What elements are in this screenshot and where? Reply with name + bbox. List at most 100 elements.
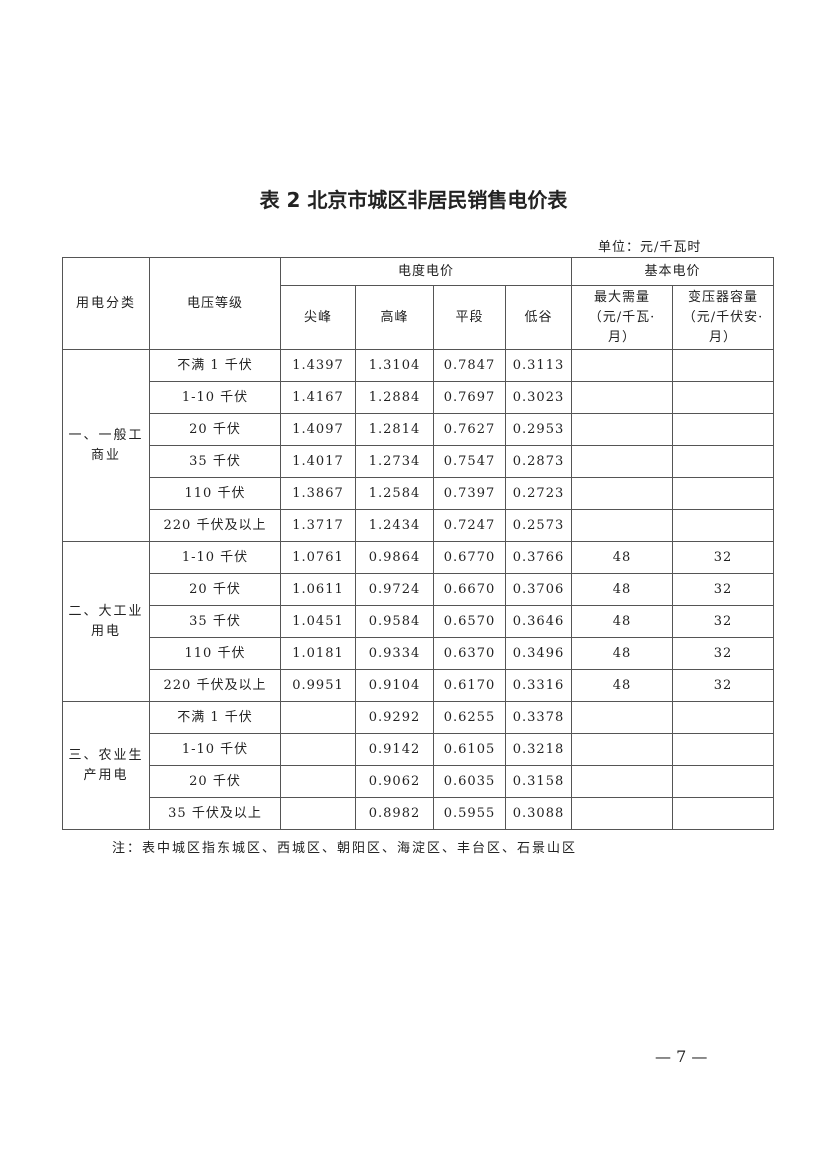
voltage-cell: 1-10 千伏 (149, 733, 281, 766)
price-cell: 0.6035 (433, 765, 506, 798)
price-cell: 0.6370 (433, 637, 506, 670)
price-cell: 0.3496 (504, 637, 573, 670)
price-cell: 0.9292 (355, 701, 434, 734)
header-peak-top: 尖峰 (280, 285, 356, 350)
price-cell: 0.3378 (504, 701, 573, 734)
header-peak: 高峰 (355, 285, 434, 350)
category-cell: 三、农业生产用电 (62, 701, 150, 830)
price-cell: 0.3646 (504, 605, 573, 638)
price-cell (571, 477, 674, 510)
price-cell: 1.2584 (355, 477, 434, 510)
table-row: 1-10 千伏 0.9142 0.6105 0.3218 (63, 733, 775, 766)
voltage-cell: 220 千伏及以上 (149, 509, 281, 542)
price-cell (672, 509, 775, 542)
price-cell: 0.7397 (433, 477, 506, 510)
price-cell: 0.3766 (504, 541, 573, 574)
price-cell: 0.9062 (355, 765, 434, 798)
price-cell (571, 413, 674, 446)
category-cell: 一、一般工商业 (62, 349, 150, 542)
price-cell (571, 381, 674, 414)
price-cell: 1.2434 (355, 509, 434, 542)
price-cell: 0.6670 (433, 573, 506, 606)
price-cell: 32 (672, 573, 775, 606)
price-cell: 48 (571, 637, 674, 670)
voltage-cell: 110 千伏 (149, 637, 281, 670)
table-row: 35 千伏及以上 0.8982 0.5955 0.3088 (63, 797, 775, 830)
price-cell: 1.3717 (280, 509, 356, 542)
price-cell: 1.4097 (280, 413, 356, 446)
voltage-cell: 35 千伏及以上 (149, 797, 281, 830)
voltage-cell: 1-10 千伏 (149, 381, 281, 414)
price-cell: 0.9334 (355, 637, 434, 670)
price-cell: 1.2734 (355, 445, 434, 478)
price-cell (571, 445, 674, 478)
price-cell: 48 (571, 573, 674, 606)
voltage-cell: 20 千伏 (149, 765, 281, 798)
price-cell (571, 765, 674, 798)
price-cell: 1.0611 (280, 573, 356, 606)
voltage-cell: 35 千伏 (149, 605, 281, 638)
table-row: 20 千伏 0.9062 0.6035 0.3158 (63, 765, 775, 798)
price-cell: 0.9724 (355, 573, 434, 606)
price-cell (672, 733, 775, 766)
header-flat: 平段 (433, 285, 506, 350)
table-row: 二、大工业用电 1-10 千伏 1.0761 0.9864 0.6770 0.3766 48… (62, 541, 775, 702)
price-cell: 1.3104 (355, 349, 434, 382)
price-cell: 32 (672, 605, 775, 638)
table-row: 220 千伏及以上 1.3717 1.2434 0.7247 0.2573 (63, 509, 775, 542)
header-valley: 低谷 (504, 285, 573, 350)
price-cell: 0.9951 (280, 669, 356, 702)
price-cell: 1.2884 (355, 381, 434, 414)
price-cell: 0.3218 (504, 733, 573, 766)
price-cell (571, 733, 674, 766)
price-cell: 0.5955 (433, 797, 506, 830)
price-cell: 0.9584 (355, 605, 434, 638)
price-cell: 1.4397 (280, 349, 356, 382)
price-cell: 0.3023 (504, 381, 573, 414)
price-cell: 0.6105 (433, 733, 506, 766)
price-cell: 0.3088 (504, 797, 573, 830)
table-row: 35 千伏 1.4017 1.2734 0.7547 0.2873 (63, 445, 775, 478)
price-cell: 0.9142 (355, 733, 434, 766)
price-cell (672, 381, 775, 414)
voltage-cell: 110 千伏 (149, 477, 281, 510)
price-cell: 0.8982 (355, 797, 434, 830)
header-category: 用电分类 (62, 257, 150, 350)
price-cell (280, 797, 356, 830)
price-cell: 0.6570 (433, 605, 506, 638)
table-row: 220 千伏及以上 0.9951 0.9104 0.6170 0.3316 48 32 (63, 669, 775, 702)
price-cell: 0.2723 (504, 477, 573, 510)
table-row: 20 千伏 1.0611 0.9724 0.6670 0.3706 48 32 (63, 573, 775, 606)
table-title: 表 2 北京市城区非居民销售电价表 (259, 188, 568, 212)
table-row: 三、农业生产用电 不满 1 千伏 0.9292 0.6255 0.3378 (62, 701, 775, 830)
price-cell: 0.2953 (504, 413, 573, 446)
price-cell: 1.2814 (355, 413, 434, 446)
price-cell (280, 765, 356, 798)
price-cell: 0.2873 (504, 445, 573, 478)
voltage-cell: 不满 1 千伏 (149, 701, 281, 734)
voltage-cell: 不满 1 千伏 (149, 349, 281, 382)
voltage-cell: 35 千伏 (149, 445, 281, 478)
price-cell (672, 765, 775, 798)
price-cell: 0.7697 (433, 381, 506, 414)
header-basic-price: 基本电价 (571, 257, 775, 286)
price-cell: 1.0451 (280, 605, 356, 638)
price-cell: 0.3706 (504, 573, 573, 606)
price-cell (672, 477, 775, 510)
table-row: 1-10 千伏 1.4167 1.2884 0.7697 0.3023 (63, 381, 775, 414)
price-cell: 1.0181 (280, 637, 356, 670)
price-table: 用电分类 电压等级 电度电价 基本电价 尖峰 高峰 平段 低谷 最大需量（元/千… (62, 257, 775, 830)
price-cell: 48 (571, 669, 674, 702)
price-cell: 32 (672, 637, 775, 670)
price-cell (672, 413, 775, 446)
price-cell: 0.6170 (433, 669, 506, 702)
price-cell: 1.3867 (280, 477, 356, 510)
table-row: 35 千伏 1.0451 0.9584 0.6570 0.3646 48 32 (63, 605, 775, 638)
price-cell: 0.3113 (504, 349, 573, 382)
price-cell: 0.7247 (433, 509, 506, 542)
table-row: 110 千伏 1.0181 0.9334 0.6370 0.3496 48 32 (63, 637, 775, 670)
price-cell: 0.6770 (433, 541, 506, 574)
price-cell: 48 (571, 541, 674, 574)
price-cell (280, 733, 356, 766)
header-transformer: 变压器容量（元/千伏安·月） (672, 285, 775, 350)
